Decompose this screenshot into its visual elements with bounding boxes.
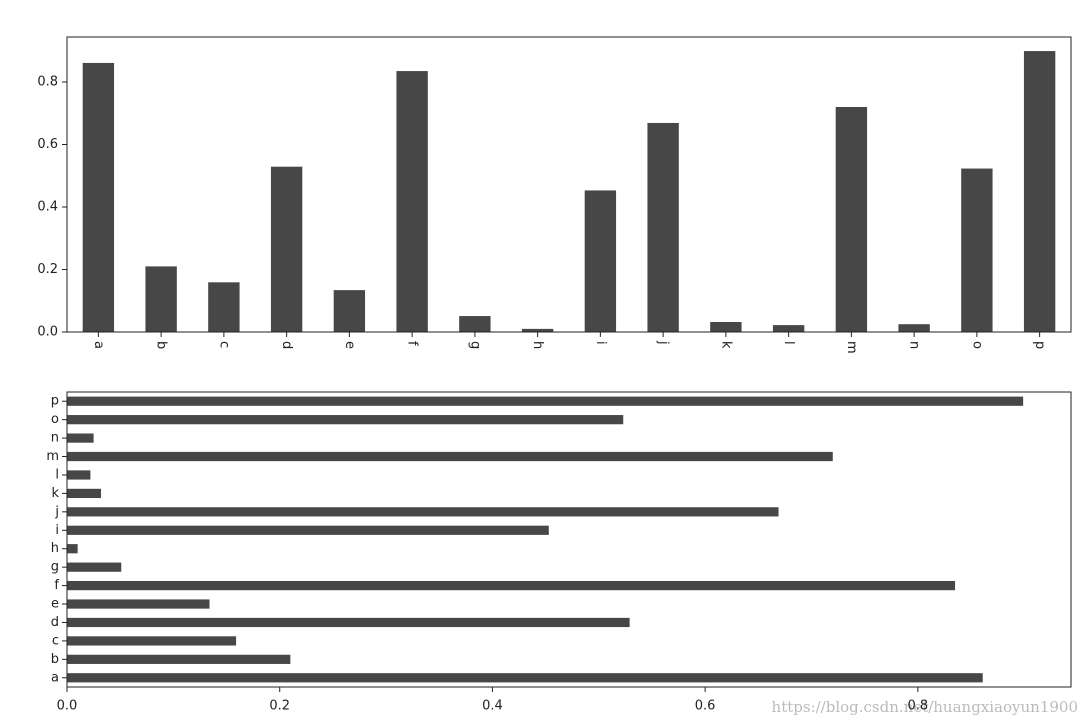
y-tick-label: 0.8 [37,75,58,90]
bar [67,396,1024,406]
y-tick-label: b [51,652,59,667]
bar [333,290,366,332]
y-tick-label: j [54,504,59,519]
x-tick-label: m [844,341,859,354]
x-tick-label: 0.6 [695,699,716,714]
x-tick-label: 0.8 [908,699,929,714]
bar [710,322,742,332]
x-tick-label: i [593,341,608,345]
x-tick-label: a [91,341,106,349]
bar [67,433,94,443]
y-tick-label: d [51,615,59,630]
x-tick-label: p [1032,341,1047,349]
x-tick-label: f [405,341,420,346]
y-tick-label: k [51,486,59,501]
y-tick-label: 0.6 [37,137,58,152]
bar [67,470,91,480]
y-tick-label: h [51,541,59,556]
y-tick-label: 0.2 [37,262,58,277]
bar [67,544,78,554]
bar [67,451,833,462]
x-tick-label: 0.2 [269,699,290,714]
bar [584,190,617,332]
bar [67,525,549,535]
x-tick-label: o [969,341,984,349]
bar [208,282,240,332]
bar [67,617,630,628]
bar [67,636,237,646]
x-tick-label: 0.4 [482,699,503,714]
bar [961,168,993,332]
y-tick-label: c [52,633,59,648]
bar [1023,51,1056,332]
bar [521,328,554,332]
y-tick-label: 0.0 [37,325,58,340]
bar [459,316,491,332]
y-tick-label: i [55,523,59,538]
x-tick-label: h [530,341,545,349]
x-tick-label: b [154,341,169,349]
bar [772,325,805,332]
bar [67,599,210,609]
bar [835,107,868,332]
bar [647,122,679,332]
x-tick-label: j [656,340,671,345]
x-tick-label: 0.0 [57,699,78,714]
x-tick-label: c [216,341,231,348]
plot-frame [66,391,1072,688]
y-tick-label: e [51,597,59,612]
y-tick-label: p [51,394,59,409]
y-tick-label: m [46,449,59,464]
bar [67,488,102,499]
y-tick-label: g [51,560,59,575]
bar [67,507,779,517]
bar [67,580,956,591]
x-tick-label: d [279,341,294,349]
x-tick-label: n [907,341,922,349]
bar [898,324,930,332]
y-tick-label: a [51,670,59,685]
x-tick-label: k [718,341,733,349]
bar [67,415,624,425]
bar [67,562,122,572]
y-tick-label: n [51,431,59,446]
plot-frame [66,36,1072,333]
bar [82,62,115,332]
x-tick-label: l [781,341,796,345]
x-tick-label: e [342,341,357,349]
bar [67,673,983,683]
y-tick-label: 0.4 [37,200,58,215]
y-tick-label: o [51,412,59,427]
x-tick-label: g [467,341,482,349]
y-tick-label: l [55,467,59,482]
bar [67,654,291,664]
bar [145,266,177,332]
watermark: https://blog.csdn.net/huangxiaoyun1900 [772,698,1078,716]
bar [270,166,303,332]
y-tick-label: f [54,578,59,593]
bar [396,71,428,332]
